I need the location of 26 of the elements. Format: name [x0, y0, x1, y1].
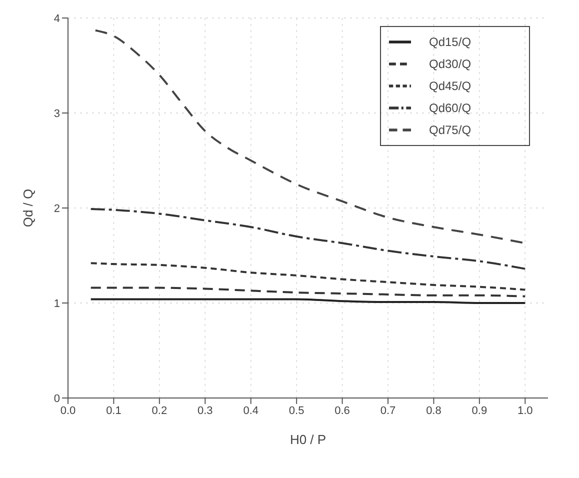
x-tick-label: 0.0 — [60, 404, 76, 417]
legend-label: Qd30/Q — [429, 57, 472, 72]
x-axis-title: H0 / P — [290, 432, 326, 447]
x-tick-label: 0.6 — [334, 404, 350, 417]
line-series — [90, 262, 526, 291]
legend-label: Qd45/Q — [429, 79, 472, 94]
y-tick-label: 1 — [54, 298, 60, 310]
x-tick-label: 0.2 — [152, 404, 168, 417]
y-axis-title: Qd / Q — [20, 188, 36, 228]
legend-label: Qd75/Q — [429, 123, 472, 138]
x-tick-label: 0.9 — [472, 404, 488, 417]
x-tick-label: 0.5 — [288, 404, 304, 417]
y-tick-label: 2 — [54, 202, 60, 215]
x-tick-label: 0.1 — [106, 404, 122, 417]
legend-label: Qd60/Q — [429, 101, 472, 116]
x-tick-label: 0.8 — [426, 404, 442, 417]
y-tick-label: 0 — [54, 392, 60, 405]
y-tick-label: 3 — [54, 108, 60, 120]
line-series — [90, 286, 526, 298]
legend-label: Qd15/Q — [429, 35, 472, 50]
x-tick-label: 1.0 — [517, 404, 533, 417]
line-series — [90, 208, 526, 270]
y-tick-label: 4 — [54, 12, 60, 25]
x-tick-label: 0.4 — [243, 404, 259, 417]
x-tick-label: 0.7 — [380, 404, 396, 417]
x-tick-label: 0.3 — [197, 404, 213, 417]
